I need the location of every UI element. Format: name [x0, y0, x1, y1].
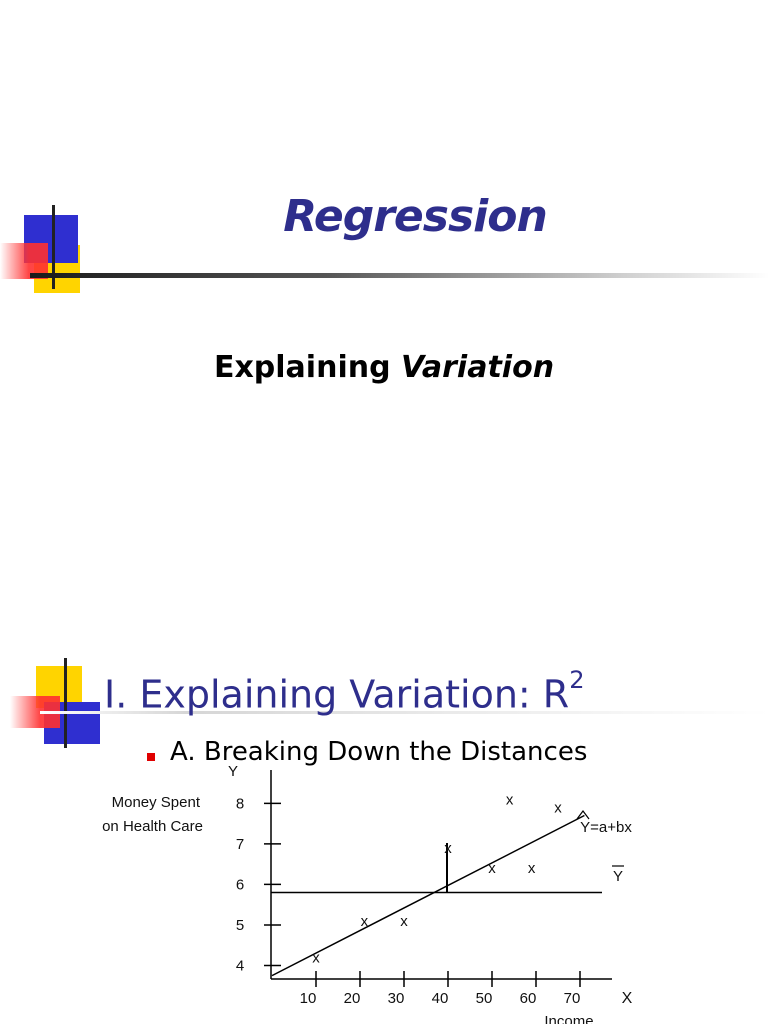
subtitle-plain: Explaining [213, 350, 401, 385]
x-tick-label: 50 [476, 990, 493, 1007]
slide2-title-superscript: 2 [569, 666, 585, 694]
x-tick-label: 10 [300, 990, 317, 1007]
y-axis-symbol: Y [228, 763, 238, 780]
slide2-title-text: I. Explaining Variation: R [104, 672, 570, 717]
regression-line-label: Y=a+bx [580, 819, 632, 836]
y-tick-label: 6 [236, 876, 244, 893]
x-axis-symbol: X [622, 990, 633, 1007]
y-tick-label: 5 [236, 917, 244, 934]
data-point: x [506, 791, 514, 808]
slide1-logo [0, 205, 100, 295]
logo-vertical-line [64, 658, 67, 748]
slide2-logo [0, 658, 110, 750]
y-tick-label: 4 [236, 957, 244, 974]
x-tick-label: 60 [520, 990, 537, 1007]
slide2-title: I. Explaining Variation: R2 [104, 666, 584, 717]
data-point: x [312, 949, 320, 966]
bullet-text: A. Breaking Down the Distances [170, 737, 588, 767]
mean-line-label: Y [613, 868, 623, 885]
x-tick-label: 20 [344, 990, 361, 1007]
title-rule [30, 273, 768, 278]
regression-line [271, 814, 585, 977]
slide1-subtitle: Explaining Variation [0, 350, 768, 385]
data-point: x [528, 860, 536, 877]
bullet-square [147, 753, 155, 761]
y-tick-label: 7 [236, 836, 244, 853]
data-point: x [444, 840, 452, 857]
x-tick-label: 30 [388, 990, 405, 1007]
subtitle-emphasis: Variation [401, 350, 555, 385]
logo-vertical-line [52, 205, 55, 289]
data-point: x [400, 913, 408, 930]
data-point: x [488, 860, 496, 877]
slide1-title: Regression [283, 191, 548, 242]
title-rule [40, 711, 768, 714]
data-point: x [554, 799, 562, 816]
x-tick-label: 40 [432, 990, 449, 1007]
data-point: x [361, 913, 369, 930]
x-tick-label: 70 [564, 990, 581, 1007]
y-tick-label: 8 [236, 795, 244, 812]
y-hat-symbol [576, 810, 590, 820]
ylabel-line-2: on Health Care [102, 818, 203, 835]
x-axis-label: Income [544, 1013, 593, 1024]
ylabel-line-1: Money Spent [111, 794, 200, 811]
